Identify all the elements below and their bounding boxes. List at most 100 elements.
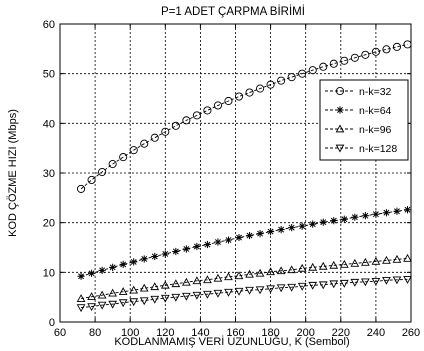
data-point [129,146,138,155]
legend-item: n-k=128 [325,143,397,155]
data-point [213,273,223,282]
series-line [80,43,408,190]
data-point [150,295,160,304]
data-point [161,127,170,136]
x-tick-label: 260 [402,327,420,339]
data-point [319,62,328,71]
data-point [234,287,244,296]
data-point [87,175,96,185]
data-point [361,212,369,220]
data-point [245,88,254,97]
y-tick-label: 0 [49,317,55,329]
data-point [118,287,128,296]
data-point [403,253,412,262]
data-point [382,45,391,54]
data-point [150,282,160,291]
data-point [182,245,190,253]
data-point [361,50,370,59]
data-point [108,300,118,309]
x-tick-label: 80 [89,327,101,339]
data-point [108,160,117,169]
data-point [340,56,349,65]
data-point [214,238,222,246]
data-point [203,106,212,115]
x-tick-label: 100 [121,327,139,339]
data-point [182,116,191,125]
legend-item: n-k=64 [325,105,392,117]
data-point [245,286,254,295]
legend-marker [335,86,345,96]
data-point [350,258,360,267]
data-point [403,275,412,284]
data-point [371,256,381,265]
data-point [193,242,201,251]
data-point [267,228,275,236]
data-point [298,69,307,78]
data-point [118,299,128,308]
y-tick-label: 50 [43,69,55,81]
x-tick-label: 60 [54,327,66,339]
grid [60,24,411,322]
data-point [224,96,233,106]
legend-label: n-k=128 [359,143,397,155]
data-point [129,298,139,307]
data-point [329,59,338,68]
data-point [309,220,317,228]
data-point [371,47,380,56]
data-point [371,277,381,286]
data-point [87,269,96,277]
series-layer [76,40,412,313]
data-point [224,288,233,297]
data-point [171,279,181,288]
data-point [97,301,107,310]
legend-item: n-k=96 [325,124,392,136]
series-3 [76,253,412,302]
data-point [329,280,339,289]
legend-marker [336,106,344,114]
data-point [276,266,286,275]
data-point [372,210,380,218]
data-point [350,278,360,287]
data-point [192,291,202,300]
series-2 [77,206,412,280]
x-tick-label: 240 [367,327,385,339]
x-tick-label: 120 [156,327,174,339]
data-point [140,139,149,148]
y-tick-label: 30 [43,168,55,180]
x-axis-title: KODLANMAMIŞ VERİ UZUNLUĞU, K (Sembol) [114,335,349,348]
x-tick-label: 140 [191,327,209,339]
data-point [256,229,264,238]
y-tick-label: 20 [43,218,55,230]
data-point [171,121,180,130]
series-1 [77,40,412,193]
data-point [245,269,254,278]
legend-box [319,79,409,161]
data-point [318,281,328,290]
data-point [319,218,327,226]
x-tick-label: 180 [261,327,279,339]
data-point [98,167,107,177]
data-point [224,236,233,244]
data-point [308,281,318,290]
data-point [172,247,180,256]
legend-marker [335,144,345,153]
legend-label: n-k=64 [359,105,392,117]
data-point [109,263,117,271]
data-point [308,66,317,75]
y-axis-title: KOD ÇÖZME HIZI (Mbps) [7,109,19,237]
data-point [266,267,275,276]
data-point [339,279,349,288]
x-tick-label: 160 [226,327,244,339]
data-point [139,297,149,306]
data-point [351,213,359,221]
data-point [76,294,86,302]
data-point [203,275,212,284]
data-point [287,73,296,82]
legend-label: n-k=32 [359,86,392,98]
data-point [161,250,169,258]
legend-item: n-k=32 [325,86,392,98]
x-tick-label: 220 [332,327,350,339]
ticks: 60 80 100 120 140 160 180 200 220 240 260 0 10 20 30 40… [43,19,420,339]
data-point [213,101,222,110]
